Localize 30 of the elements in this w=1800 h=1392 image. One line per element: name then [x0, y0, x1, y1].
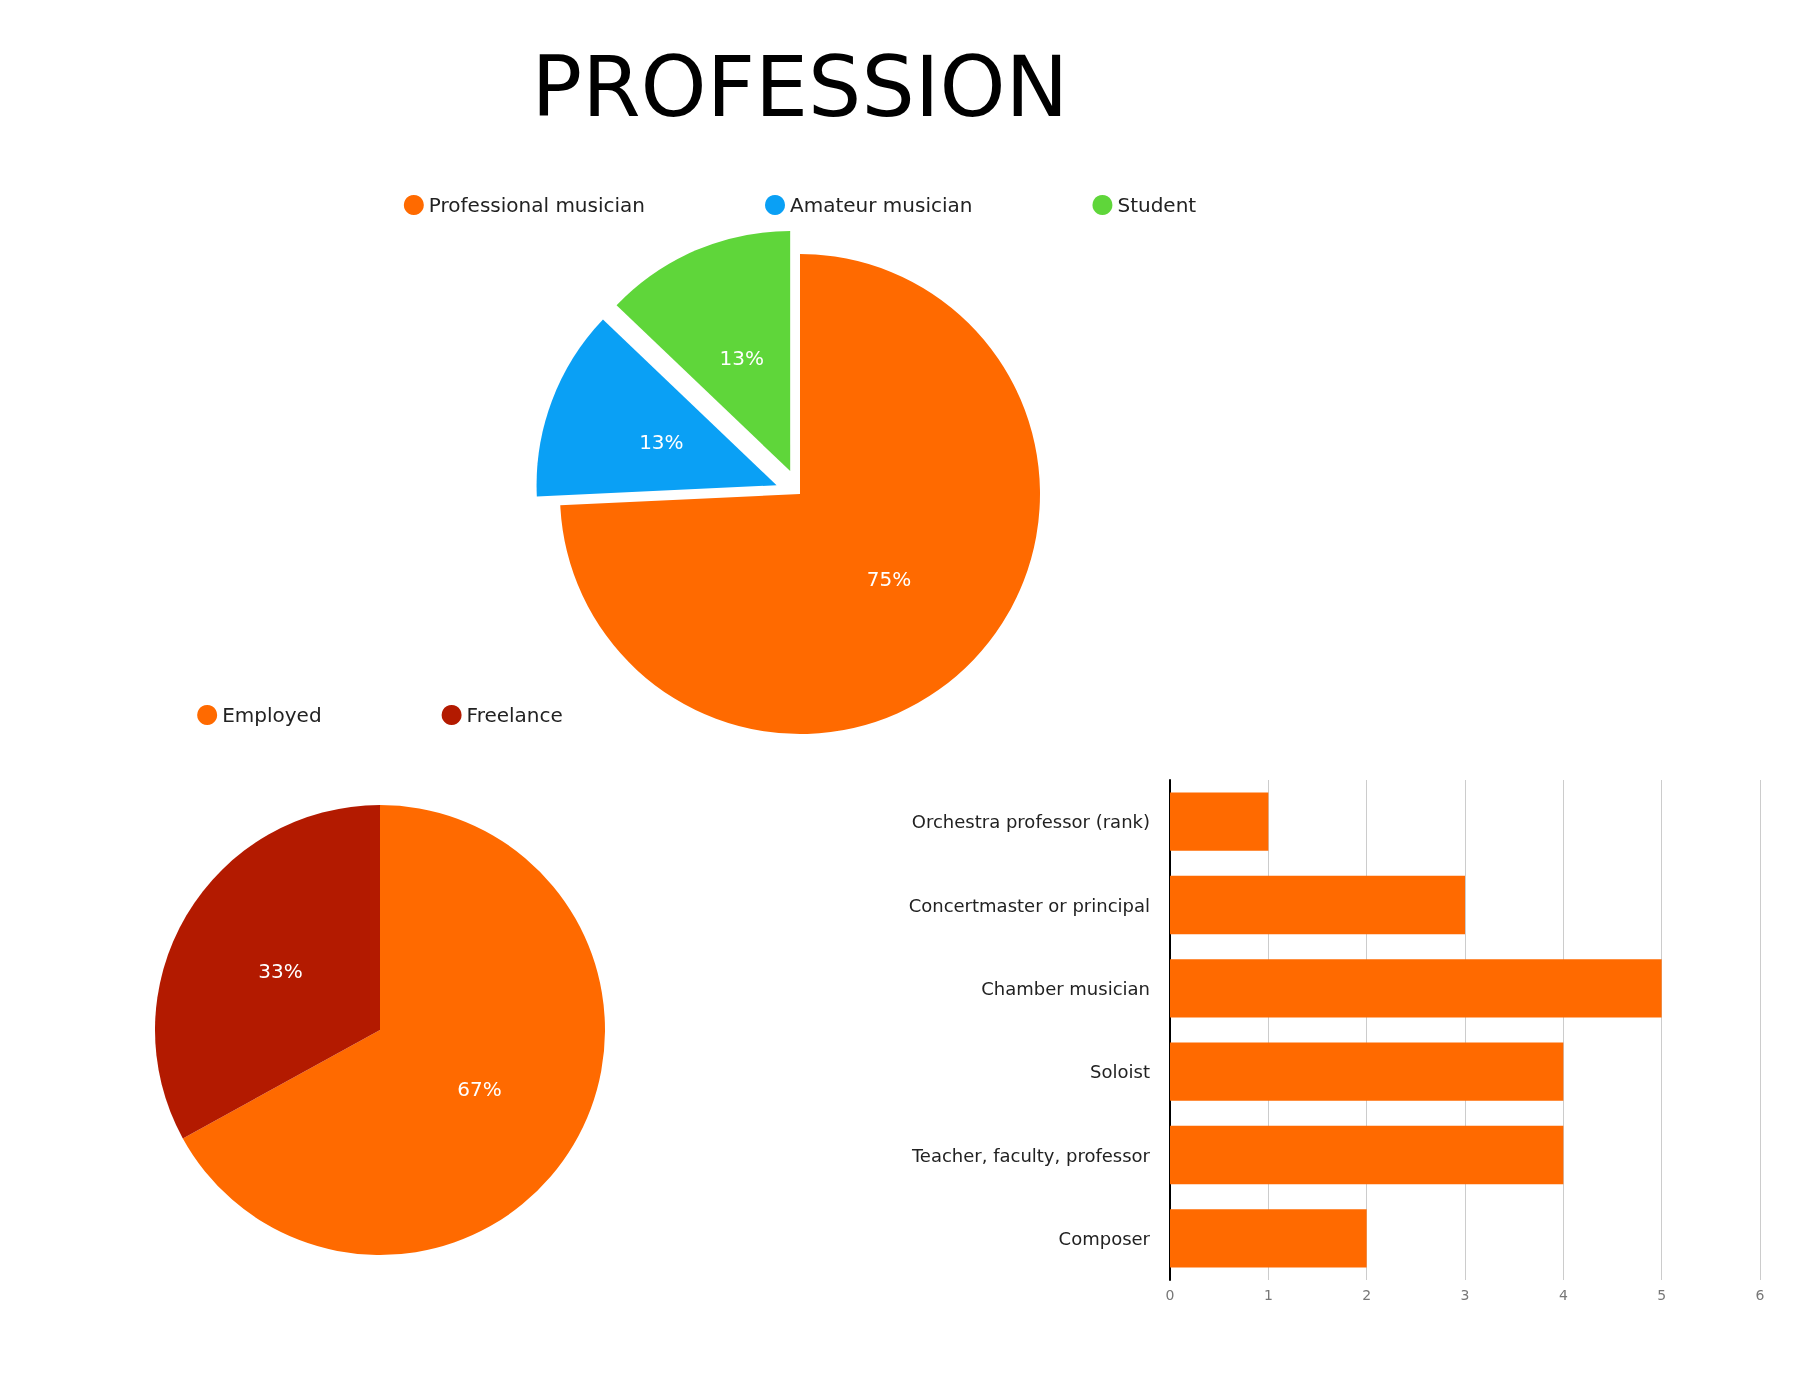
x-tick-label: 0 [1165, 1287, 1175, 1303]
bar [1170, 1042, 1564, 1101]
bar [1170, 1209, 1367, 1268]
bar [1170, 875, 1465, 935]
y-tick-label: Concertmaster or principal [908, 894, 1150, 916]
legend-label: Professional musician [428, 193, 645, 217]
legend-label: Amateur musician [790, 193, 973, 217]
y-tick-label: Teacher, faculty, professor [910, 1144, 1151, 1166]
legend-label: Freelance [466, 703, 563, 727]
data-label: 13% [639, 430, 684, 455]
data-label: 33% [258, 959, 303, 984]
y-tick-label: Soloist [1090, 1061, 1150, 1083]
legend-label: Student [1117, 193, 1197, 217]
bar [1170, 792, 1269, 851]
legend-label: Employed [222, 703, 322, 727]
x-tick-label: 4 [1558, 1287, 1568, 1303]
data-label: 67% [457, 1076, 502, 1101]
bar [1170, 1125, 1564, 1185]
x-tick-label: 2 [1362, 1287, 1372, 1303]
bar [1170, 959, 1662, 1018]
data-label: 13% [719, 345, 764, 370]
x-tick-label: 5 [1657, 1287, 1667, 1303]
x-tick-label: 3 [1460, 1287, 1470, 1303]
y-tick-label: Chamber musician [981, 977, 1150, 999]
y-tick-label: Orchestra professor (rank) [911, 811, 1150, 833]
chart-title: PROFESSION [531, 38, 1069, 136]
y-tick-label: Composer [1058, 1227, 1151, 1249]
data-label: 75% [866, 566, 912, 591]
x-tick-label: 6 [1755, 1287, 1765, 1303]
x-tick-label: 1 [1263, 1287, 1273, 1303]
